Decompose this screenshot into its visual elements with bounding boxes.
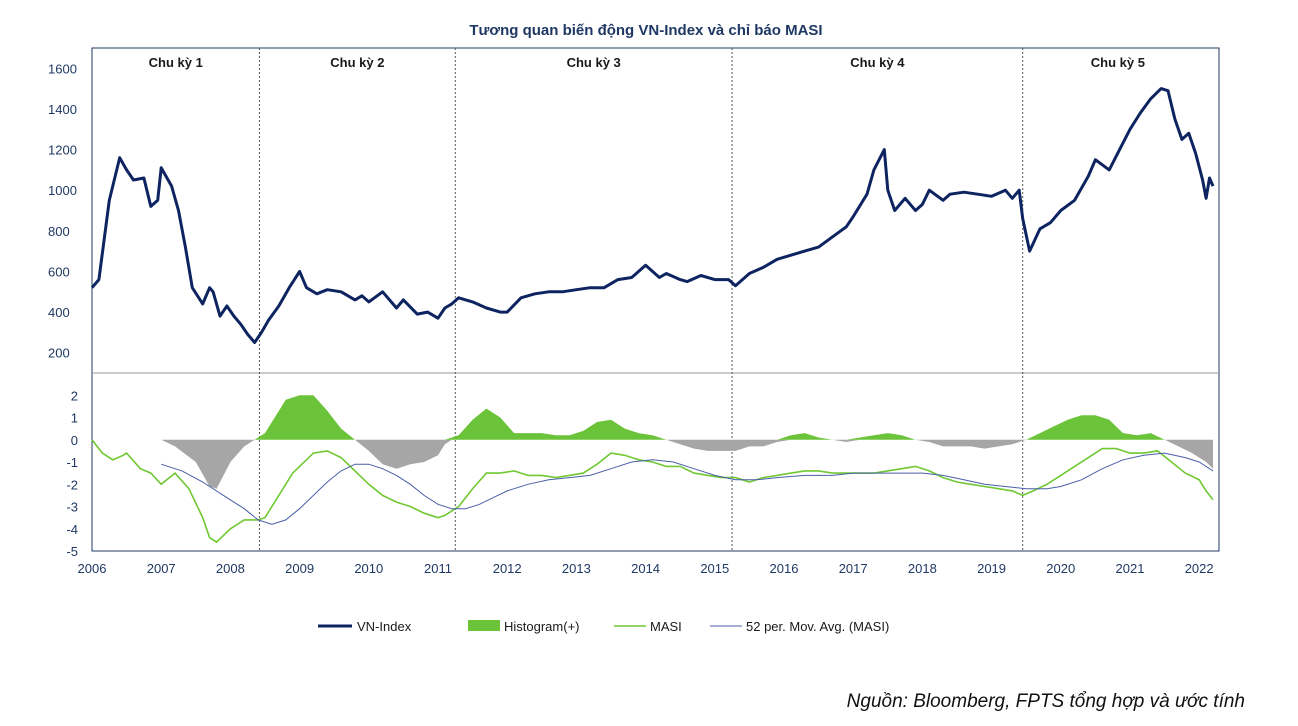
legend-label-histogram: Histogram(+) xyxy=(504,619,580,634)
legend-label-moving-average: 52 per. Mov. Avg. (MASI) xyxy=(746,619,889,634)
upper-y-tick-label: 800 xyxy=(48,224,70,239)
lower-y-tick-label: 2 xyxy=(71,388,78,403)
histogram-series xyxy=(161,395,1214,489)
x-tick-label: 2011 xyxy=(424,561,452,576)
lower-y-tick-label: -1 xyxy=(66,455,78,470)
chart-title: Tương quan biến động VN-Index và chỉ báo… xyxy=(469,22,822,39)
lower-y-tick-label: 0 xyxy=(71,433,78,448)
lower-y-tick-label: 1 xyxy=(71,411,78,426)
cycle-label: Chu kỳ 4 xyxy=(850,55,905,70)
moving-average-line xyxy=(161,452,1214,525)
x-tick-label: 2018 xyxy=(908,561,937,576)
lower-y-tick-label: -5 xyxy=(66,544,78,559)
legend: VN-Index Histogram(+) MASI 52 per. Mov. … xyxy=(318,619,889,634)
upper-y-tick-label: 600 xyxy=(48,264,70,279)
lower-y-tick-label: -2 xyxy=(66,477,78,492)
x-tick-label: 2007 xyxy=(147,561,176,576)
upper-y-tick-label: 1400 xyxy=(48,102,77,117)
upper-y-tick-label: 1600 xyxy=(48,61,77,76)
x-tick-label: 2010 xyxy=(354,561,383,576)
x-tick-label: 2008 xyxy=(216,561,245,576)
plot-frame xyxy=(91,47,1220,552)
upper-y-tick-label: 200 xyxy=(48,346,70,361)
x-tick-label: 2015 xyxy=(700,561,729,576)
upper-y-axis: 200 400 600 800 1000 1200 1400 1600 xyxy=(48,61,77,360)
legend-label-masi: MASI xyxy=(650,619,682,634)
vn-index-line xyxy=(90,87,1215,344)
x-tick-label: 2019 xyxy=(977,561,1006,576)
cycle-label: Chu kỳ 3 xyxy=(567,55,621,70)
histogram-positive-area xyxy=(161,395,1214,440)
source-note: Nguồn: Bloomberg, FPTS tổng hợp và ước t… xyxy=(847,691,1245,712)
x-tick-label: 2017 xyxy=(839,561,868,576)
legend-label-vn-index: VN-Index xyxy=(357,619,412,634)
cycle-labels: Chu kỳ 1 Chu kỳ 2 Chu kỳ 3 Chu kỳ 4 Chu kỳ 5 xyxy=(149,55,1145,70)
masi-series xyxy=(91,439,1214,544)
lower-y-axis: 2 1 0 -1 -2 -3 -4 -5 xyxy=(66,388,78,559)
x-tick-label: 2012 xyxy=(493,561,522,576)
masi-moving-average-series xyxy=(161,452,1214,525)
vn-index-series xyxy=(90,87,1215,344)
lower-y-tick-label: -3 xyxy=(66,500,78,515)
x-tick-label: 2020 xyxy=(1046,561,1075,576)
upper-y-tick-label: 1000 xyxy=(48,183,77,198)
masi-line xyxy=(91,439,1214,544)
lower-y-tick-label: -4 xyxy=(66,522,78,537)
cycle-label: Chu kỳ 2 xyxy=(330,55,384,70)
x-tick-label: 2013 xyxy=(562,561,591,576)
x-tick-label: 2014 xyxy=(631,561,660,576)
x-tick-label: 2006 xyxy=(78,561,107,576)
upper-y-tick-label: 400 xyxy=(48,305,70,320)
cycle-label: Chu kỳ 1 xyxy=(149,55,203,70)
histogram-negative-area xyxy=(161,439,1214,489)
upper-y-tick-label: 1200 xyxy=(48,143,77,158)
x-tick-label: 2022 xyxy=(1185,561,1214,576)
x-axis: 2006 2007 2008 2009 2010 2011 2012 2013 2014 2015… xyxy=(78,561,1214,576)
x-tick-label: 2009 xyxy=(285,561,314,576)
legend-swatch-histogram xyxy=(468,620,500,631)
cycle-label: Chu kỳ 5 xyxy=(1091,55,1145,70)
x-tick-label: 2021 xyxy=(1116,561,1145,576)
x-tick-label: 2016 xyxy=(770,561,799,576)
